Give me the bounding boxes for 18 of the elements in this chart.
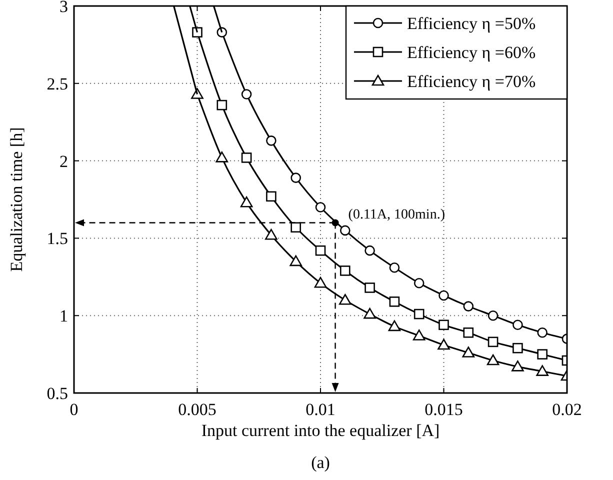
- y-axis-title: Equalization time [h]: [7, 127, 26, 272]
- text: (a): [311, 453, 330, 472]
- legend-label: Efficiency η =60%: [407, 43, 536, 62]
- x-tick-label: 0.005: [178, 400, 216, 419]
- x-tick-label: 0.01: [306, 400, 336, 419]
- legend-label: Efficiency η =50%: [407, 14, 536, 33]
- x-tick-label: 0.015: [424, 400, 463, 419]
- y-tick-label: 2: [60, 152, 68, 171]
- legend-label: Efficiency η =70%: [407, 72, 536, 91]
- y-tick-label: 3: [60, 0, 68, 16]
- annotation: (0.11A, 100min.): [348, 208, 446, 223]
- y-tick-label: 1.5: [46, 229, 68, 248]
- x-tick-label: 0.02: [552, 400, 582, 419]
- y-tick-label: 1: [60, 306, 68, 326]
- y-tick-label: 0.5: [46, 384, 68, 403]
- x-axis-title: Input current into the equalizer [A]: [201, 421, 440, 440]
- x-tick-label: 0: [70, 400, 78, 419]
- y-tick-label: 2.5: [46, 74, 68, 94]
